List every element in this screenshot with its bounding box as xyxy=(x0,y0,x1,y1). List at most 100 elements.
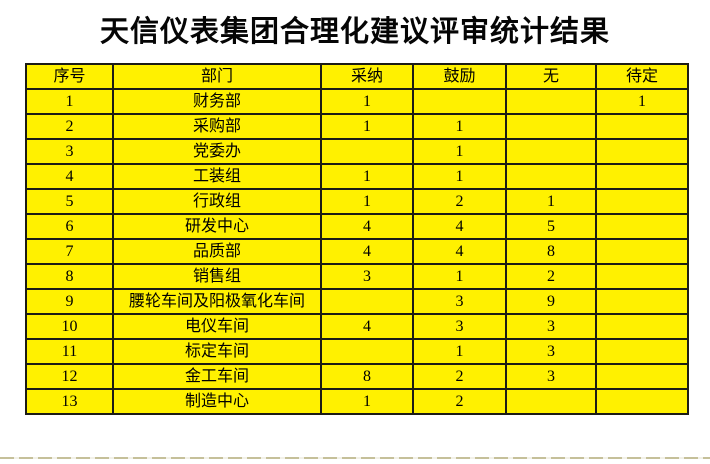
cell-adopt: 4 xyxy=(320,213,414,240)
cell-pending xyxy=(595,313,689,340)
cell-dept: 腰轮车间及阳极氧化车间 xyxy=(112,288,322,315)
header-num: 序号 xyxy=(25,63,114,90)
cell-none xyxy=(505,88,597,115)
cell-encourage: 2 xyxy=(412,388,507,415)
cell-dept: 党委办 xyxy=(112,138,322,165)
cell-none xyxy=(505,163,597,190)
cell-adopt xyxy=(320,138,414,165)
table-row: 13 制造中心 1 2 xyxy=(25,388,689,415)
cell-dept: 工装组 xyxy=(112,163,322,190)
cell-adopt xyxy=(320,288,414,315)
cell-dept: 品质部 xyxy=(112,238,322,265)
cell-adopt: 1 xyxy=(320,188,414,215)
table-row: 6 研发中心 4 4 5 xyxy=(25,213,689,240)
table-row: 8 销售组 3 1 2 xyxy=(25,263,689,290)
cell-pending xyxy=(595,388,689,415)
cell-encourage: 4 xyxy=(412,238,507,265)
cell-adopt: 4 xyxy=(320,238,414,265)
cell-pending xyxy=(595,363,689,390)
table-row: 1 财务部 1 1 xyxy=(25,88,689,115)
table-row: 10 电仪车间 4 3 3 xyxy=(25,313,689,340)
cell-dept: 制造中心 xyxy=(112,388,322,415)
table-row: 4 工装组 1 1 xyxy=(25,163,689,190)
cell-dept: 标定车间 xyxy=(112,338,322,365)
cell-pending xyxy=(595,188,689,215)
cell-num: 2 xyxy=(25,113,114,140)
cell-num: 12 xyxy=(25,363,114,390)
header-pending: 待定 xyxy=(595,63,689,90)
cell-num: 6 xyxy=(25,213,114,240)
header-none: 无 xyxy=(505,63,597,90)
cell-encourage: 4 xyxy=(412,213,507,240)
cell-dept: 财务部 xyxy=(112,88,322,115)
cell-pending: 1 xyxy=(595,88,689,115)
cell-adopt: 3 xyxy=(320,263,414,290)
cell-pending xyxy=(595,163,689,190)
cell-dept: 行政组 xyxy=(112,188,322,215)
table-row: 12 金工车间 8 2 3 xyxy=(25,363,689,390)
cell-encourage: 1 xyxy=(412,338,507,365)
cell-dept: 金工车间 xyxy=(112,363,322,390)
table-row: 5 行政组 1 2 1 xyxy=(25,188,689,215)
cell-encourage: 3 xyxy=(412,313,507,340)
table-row: 3 党委办 1 xyxy=(25,138,689,165)
cell-num: 7 xyxy=(25,238,114,265)
cell-none: 3 xyxy=(505,313,597,340)
cell-num: 10 xyxy=(25,313,114,340)
cell-num: 9 xyxy=(25,288,114,315)
cell-none xyxy=(505,388,597,415)
cell-none: 3 xyxy=(505,338,597,365)
cell-encourage: 1 xyxy=(412,263,507,290)
cell-adopt: 8 xyxy=(320,363,414,390)
cell-pending xyxy=(595,263,689,290)
table-header-row: 序号 部门 采纳 鼓励 无 待定 xyxy=(25,63,689,90)
cell-encourage: 1 xyxy=(412,113,507,140)
cell-num: 5 xyxy=(25,188,114,215)
cell-pending xyxy=(595,213,689,240)
header-dept: 部门 xyxy=(112,63,322,90)
cell-adopt: 1 xyxy=(320,88,414,115)
stats-table: 序号 部门 采纳 鼓励 无 待定 1 财务部 1 1 2 采购部 1 1 3 党… xyxy=(25,63,689,415)
cell-none: 3 xyxy=(505,363,597,390)
table-row: 9 腰轮车间及阳极氧化车间 3 9 xyxy=(25,288,689,315)
cell-adopt: 1 xyxy=(320,113,414,140)
cell-num: 3 xyxy=(25,138,114,165)
cell-dept: 研发中心 xyxy=(112,213,322,240)
cell-dept: 销售组 xyxy=(112,263,322,290)
cell-none xyxy=(505,138,597,165)
cell-none: 2 xyxy=(505,263,597,290)
table-row: 2 采购部 1 1 xyxy=(25,113,689,140)
cell-encourage: 2 xyxy=(412,188,507,215)
cell-adopt: 1 xyxy=(320,163,414,190)
cell-pending xyxy=(595,338,689,365)
cell-adopt: 4 xyxy=(320,313,414,340)
cell-num: 4 xyxy=(25,163,114,190)
cell-encourage: 1 xyxy=(412,138,507,165)
cell-encourage: 3 xyxy=(412,288,507,315)
scan-artifact-line xyxy=(0,457,710,459)
header-encourage: 鼓励 xyxy=(412,63,507,90)
page-title: 天信仪表集团合理化建议评审统计结果 xyxy=(99,16,610,48)
cell-encourage xyxy=(412,88,507,115)
cell-pending xyxy=(595,138,689,165)
cell-num: 13 xyxy=(25,388,114,415)
cell-adopt: 1 xyxy=(320,388,414,415)
table-row: 11 标定车间 1 3 xyxy=(25,338,689,365)
cell-none: 1 xyxy=(505,188,597,215)
header-adopt: 采纳 xyxy=(320,63,414,90)
cell-encourage: 2 xyxy=(412,363,507,390)
cell-num: 11 xyxy=(25,338,114,365)
cell-none: 8 xyxy=(505,238,597,265)
cell-none: 9 xyxy=(505,288,597,315)
cell-pending xyxy=(595,238,689,265)
cell-pending xyxy=(595,288,689,315)
cell-pending xyxy=(595,113,689,140)
cell-none xyxy=(505,113,597,140)
cell-adopt xyxy=(320,338,414,365)
cell-none: 5 xyxy=(505,213,597,240)
cell-encourage: 1 xyxy=(412,163,507,190)
cell-dept: 采购部 xyxy=(112,113,322,140)
cell-num: 8 xyxy=(25,263,114,290)
cell-dept: 电仪车间 xyxy=(112,313,322,340)
cell-num: 1 xyxy=(25,88,114,115)
